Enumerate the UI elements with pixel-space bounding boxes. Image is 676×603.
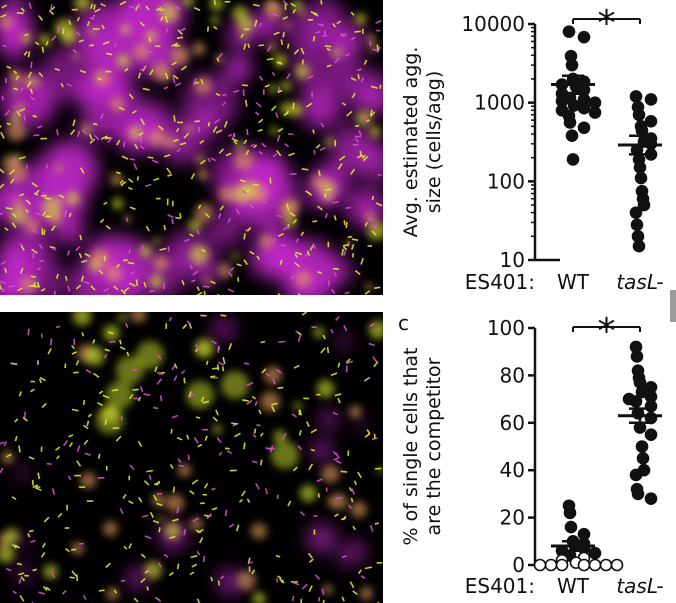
scrollbar-thumb[interactable] (670, 290, 676, 322)
chart1-x-axis: WT tasL- ES401: (465, 270, 664, 294)
data-point (644, 93, 658, 106)
aggregate-size-chart: 10 100 1000 10000 Avg. estimated agg.size (c… (400, 3, 664, 294)
data-point (632, 239, 646, 253)
y-tick-label: 100 (487, 169, 525, 193)
data-point (599, 558, 613, 572)
y-axis-label: Avg. estimated agg.size (cells/agg) (400, 47, 445, 238)
data-point (555, 558, 569, 572)
data-point (644, 399, 658, 413)
y-tick-label: 0 (512, 553, 525, 577)
y-tick-label: 40 (500, 458, 525, 482)
data-point (629, 395, 643, 408)
x-category-label: tasL- (616, 574, 663, 598)
y-tick-label: 60 (500, 411, 525, 435)
y-axis-label: % of single cells thatare the competitor (400, 348, 445, 546)
data-point (565, 58, 579, 72)
data-point (588, 106, 602, 119)
chart1-significance: * (572, 3, 641, 44)
data-point (632, 108, 646, 122)
data-point (635, 440, 649, 453)
group-prefix-label: ES401: (465, 270, 535, 294)
y-tick-label: 10000 (461, 12, 525, 36)
chart2-points (533, 340, 658, 572)
data-point (563, 116, 577, 129)
chart2-error-bars (551, 407, 662, 553)
significance-star: * (598, 311, 616, 352)
data-point (577, 101, 591, 115)
data-point (629, 90, 643, 103)
data-point (644, 492, 658, 505)
single-cell-micrograph (0, 312, 383, 603)
chart2-significance: * (572, 311, 641, 352)
significance-star: * (598, 3, 616, 44)
data-point (566, 153, 580, 166)
data-point (610, 558, 624, 572)
data-point (633, 161, 647, 174)
data-point (631, 487, 645, 501)
chart2-x-axis: WT tasL- ES401: (465, 574, 664, 598)
y-tick-label: 80 (500, 363, 525, 387)
data-point (629, 468, 643, 482)
data-point (634, 171, 648, 185)
y-tick-label: 10 (500, 248, 525, 272)
data-point (588, 558, 602, 572)
data-point (577, 121, 591, 135)
data-point (644, 428, 658, 441)
x-category-label: tasL- (616, 270, 663, 294)
data-point (637, 198, 651, 212)
chart1-points (555, 25, 658, 253)
panel-letter-c: c (398, 311, 409, 335)
data-point (644, 114, 658, 128)
chart1-y-axis: 10 100 1000 10000 Avg. estimated agg.size (c… (400, 12, 560, 272)
x-category-label: WT (557, 574, 590, 598)
data-point (577, 558, 591, 572)
data-point (577, 30, 591, 44)
y-tick-label: 1000 (474, 91, 525, 115)
data-point (533, 558, 547, 572)
single-cell-micrograph-image (0, 312, 383, 603)
data-point (636, 452, 650, 465)
data-point (629, 206, 643, 219)
chart1-error-bars (551, 74, 662, 156)
single-cell-competitor-chart: c 0 20 40 60 80 100 % of single cells thatare … (398, 311, 664, 598)
aggregate-micrograph-image (0, 0, 383, 295)
data-point (630, 350, 644, 363)
data-point (588, 546, 602, 560)
data-point (630, 218, 644, 232)
chart2-y-axis: 0 20 40 60 80 100 % of single cells thatare th… (400, 316, 560, 577)
data-point (544, 558, 558, 572)
aggregate-micrograph (0, 0, 383, 295)
x-category-label: WT (557, 270, 590, 294)
data-point (563, 506, 577, 520)
group-prefix-label: ES401: (465, 574, 535, 598)
data-point (565, 129, 579, 143)
data-point (564, 520, 578, 534)
y-tick-label: 20 (500, 506, 525, 530)
y-tick-label: 100 (487, 316, 525, 340)
data-point (562, 25, 576, 38)
